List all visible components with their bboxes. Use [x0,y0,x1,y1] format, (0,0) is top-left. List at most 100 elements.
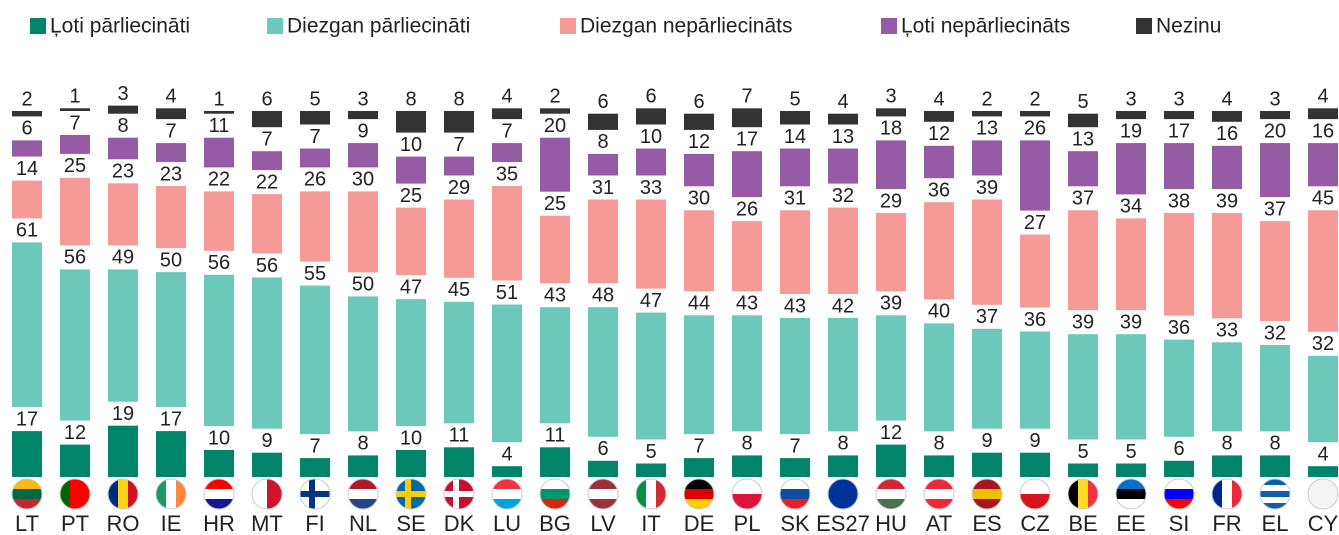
x-tick-label: FI [305,511,325,535]
bar-segment [828,207,858,294]
value-label: 31 [784,188,806,210]
flag-stripe [780,479,810,490]
value-label: 7 [309,435,320,457]
value-label: 32 [1312,333,1334,355]
bar-segment [492,466,522,477]
value-label: 38 [1168,190,1190,212]
bar-segment [1068,113,1098,128]
flag-border [251,478,283,510]
value-label: 3 [885,86,896,108]
value-label: 56 [256,255,278,277]
value-label: 17 [736,128,758,150]
flag-stripe [1020,494,1050,509]
flag-border [107,478,139,510]
value-label: 6 [597,91,608,113]
flag-stripe [492,489,522,500]
x-tick-label: CY [1308,511,1339,535]
flag-stripe [204,489,234,500]
value-label: 27 [1024,212,1046,234]
flag [876,479,906,509]
bar-segment [1068,151,1098,187]
flag-stripe [267,479,282,509]
flag-stripe [972,499,1002,509]
flag-stripe [1260,485,1290,492]
flag-stripe [1260,503,1290,509]
value-label: 5 [1125,441,1136,463]
flag-stripe [656,479,666,509]
bar-segment [12,140,42,157]
bar-segment [780,318,810,435]
bar-segment [588,460,618,477]
bar-segment [1116,143,1146,195]
flag-border [443,478,475,510]
flag-stripe [684,479,714,490]
flag-cross [405,479,411,509]
flag-stripe [684,499,714,509]
bar-segment [636,312,666,440]
flag-stripe [780,489,810,500]
flag-stripe [204,499,234,509]
x-tick-label: PL [734,511,761,535]
flag-stripe [1222,479,1233,509]
value-label: 50 [352,274,374,296]
value-label: 37 [1264,198,1286,220]
value-label: 39 [1120,311,1142,333]
x-tick-label: SE [396,511,425,535]
value-label: 29 [880,190,902,212]
flags [11,478,1339,510]
flag-border [1067,478,1099,510]
x-tick-label: BG [539,511,571,535]
value-label: 8 [405,88,416,110]
value-label: 30 [688,188,710,210]
flag-stripe [924,499,954,509]
value-label: 3 [1125,88,1136,110]
bar-segment [1260,345,1290,432]
x-tick-label: DK [444,511,475,535]
bar-segment [732,455,762,477]
value-label: 7 [69,112,80,134]
value-label: 8 [1269,433,1280,455]
flag [540,479,570,509]
bar-segment [1164,460,1194,477]
legend-label: Ļoti nepārliecināts [901,15,1070,38]
bar-segment [588,113,618,130]
value-label: 30 [352,169,374,191]
flag [828,479,858,509]
x-tick-label: LT [15,511,39,535]
value-label: 36 [1168,317,1190,339]
value-label: 12 [688,131,710,153]
bar-segment [1164,111,1194,120]
flag-stripe [588,499,618,509]
bar-segment [540,215,570,284]
value-label: 34 [1120,196,1142,218]
value-label: 55 [304,263,326,285]
value-label: 18 [880,118,902,140]
flag-stripe [348,489,378,500]
flag-stripe [12,479,42,490]
x-tick-label: DE [684,511,715,535]
flag-border [347,478,379,510]
value-label: 5 [1077,441,1088,463]
flag-stripe [492,479,522,490]
value-label: 4 [165,86,176,108]
flag-stripe [348,499,378,509]
x-tick-label: EE [1116,511,1145,535]
bar-segment [348,455,378,477]
value-label: 56 [208,252,230,274]
value-label: 7 [453,134,464,156]
value-label: 9 [981,430,992,452]
bar-segment [540,108,570,114]
bar-segment [396,156,426,184]
bar-segment [252,111,282,128]
flag-border [875,478,907,510]
flag-stripe [1020,479,1050,495]
value-label: 8 [357,433,368,455]
flag-border [635,478,667,510]
value-label: 13 [976,118,998,140]
bar-segment [300,148,330,168]
value-label: 32 [832,185,854,207]
bar-segment [1164,143,1194,189]
value-label: 10 [400,427,422,449]
bar-segment [348,296,378,432]
x-tick-label: SI [1169,511,1190,535]
